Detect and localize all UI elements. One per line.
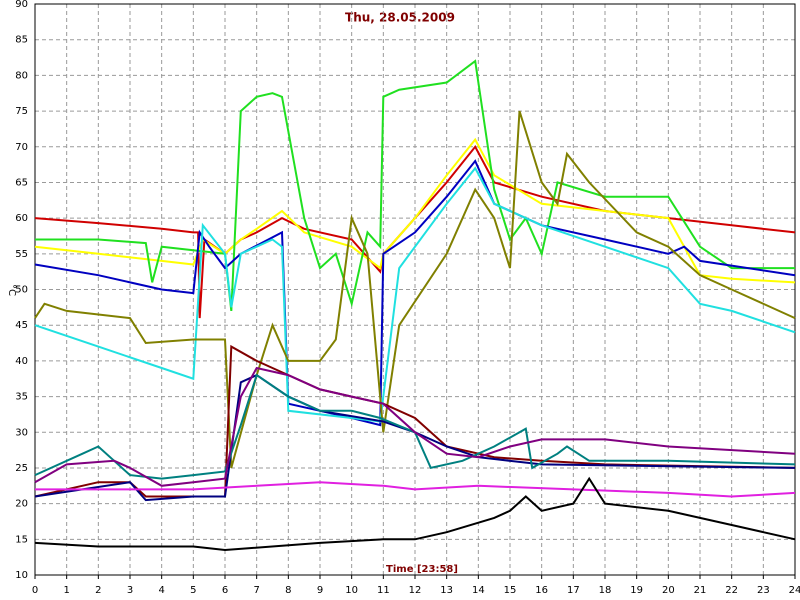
x-tick-label: 21 [694, 585, 707, 596]
y-tick-label: 70 [15, 142, 28, 153]
series-line [34, 110, 796, 469]
x-tick-label: 11 [377, 585, 390, 596]
series-line [34, 366, 796, 487]
x-tick-label: 14 [472, 585, 485, 596]
y-tick-label: 45 [15, 320, 28, 331]
x-axis-label: Time [23:58] [386, 564, 458, 575]
y-tick-label: 35 [15, 392, 28, 403]
x-tick-label: 13 [440, 585, 453, 596]
x-tick-label: 16 [535, 585, 548, 596]
plot-frame [34, 3, 796, 576]
y-tick-label: 40 [15, 356, 28, 367]
y-tick-label: 90 [15, 0, 28, 10]
y-tick-label: 30 [15, 427, 28, 438]
x-tick-label: 22 [725, 585, 738, 596]
y-tick-label: 85 [15, 35, 28, 46]
x-tick-label: 5 [190, 585, 196, 596]
x-tick-label: 8 [285, 585, 291, 596]
x-tick-label: 20 [662, 585, 675, 596]
y-tick-label: 65 [15, 177, 28, 188]
series-line [34, 137, 796, 284]
x-tick-label: 9 [317, 585, 323, 596]
series-line [35, 481, 796, 498]
y-tick-label: 10 [15, 570, 28, 581]
y-tick-label: 75 [15, 106, 28, 117]
series-line [34, 144, 796, 319]
x-tick-label: 12 [409, 585, 422, 596]
x-tick-label: 10 [345, 585, 358, 596]
x-tick-label: 24 [789, 585, 800, 596]
series-line [34, 166, 796, 423]
y-tick-label: 50 [15, 285, 28, 296]
series-line [34, 476, 796, 552]
y-tick-label: 55 [15, 249, 28, 260]
y-axis-label: °C [6, 284, 17, 296]
x-tick-label: 6 [222, 585, 228, 596]
chart-title: Thu, 28.05.2009 [345, 11, 455, 25]
y-tick-label: 25 [15, 463, 28, 474]
x-tick-label: 2 [95, 585, 101, 596]
x-tick-label: 18 [599, 585, 612, 596]
x-tick-label: 1 [63, 585, 69, 596]
y-tick-label: 80 [15, 70, 28, 81]
x-tick-label: 17 [567, 585, 580, 596]
y-tick-label: 15 [15, 534, 28, 545]
x-tick-label: 0 [32, 585, 38, 596]
x-tick-label: 7 [253, 585, 259, 596]
x-tick-label: 4 [158, 585, 164, 596]
x-tick-label: 23 [757, 585, 770, 596]
x-tick-label: 3 [127, 585, 133, 596]
x-tick-label: 19 [630, 585, 643, 596]
y-tick-label: 60 [15, 213, 28, 224]
series-line [34, 159, 796, 427]
x-tick-label: 15 [504, 585, 517, 596]
y-tick-label: 20 [15, 499, 28, 510]
series-line [34, 373, 796, 480]
